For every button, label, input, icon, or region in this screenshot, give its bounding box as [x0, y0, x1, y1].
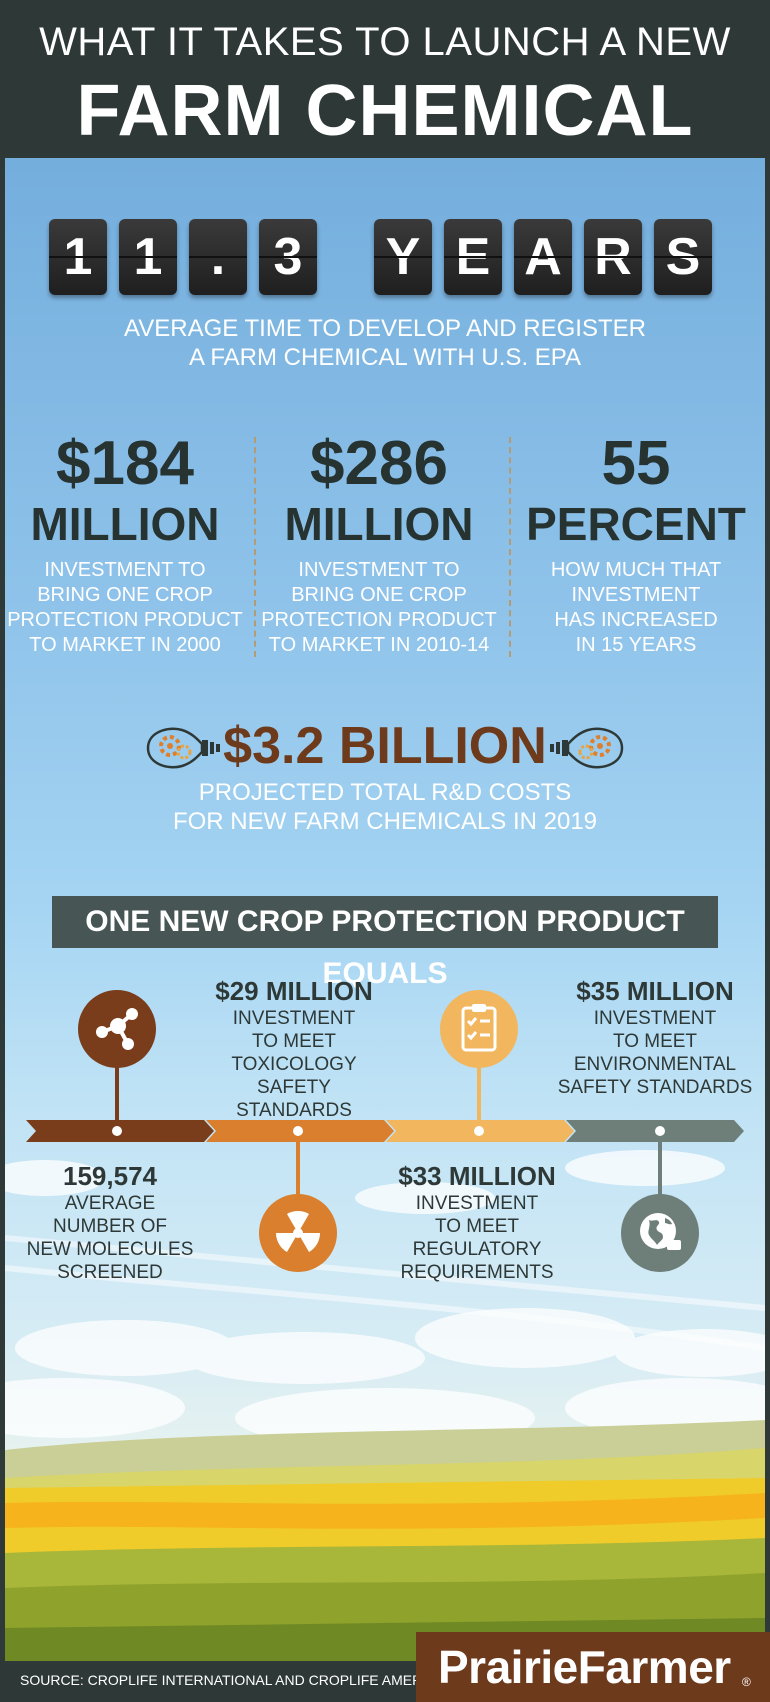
- divider: [509, 437, 511, 657]
- lightbulb-gear-icon: [550, 727, 624, 769]
- stat-percent: 55 PERCENT HOW MUCH THAT INVESTMENT HAS IN…: [511, 432, 761, 658]
- header-title: FARM CHEMICAL: [76, 71, 694, 151]
- timeline-label-regulatory: $33 MILLION INVESTMENT TO MEET REGULATORY R…: [398, 1161, 556, 1283]
- counter-tile: 1: [119, 219, 177, 295]
- registered-mark: ®: [742, 1675, 751, 1689]
- footer-source-bar: [0, 1661, 416, 1702]
- counter-tile: R: [584, 219, 642, 295]
- timeline-stem: [296, 1137, 300, 1237]
- source-text: SOURCE: CROPLIFE INTERNATIONAL AND CROPL…: [20, 1672, 446, 1688]
- clipboard-icon: [440, 990, 518, 1068]
- timeline-bar: [26, 1120, 744, 1142]
- stat-description: INVESTMENT TO BRING ONE CROP PROTECTION PR…: [261, 559, 497, 656]
- prairie-farmer-logo: PrairieFarmer: [438, 1641, 731, 1693]
- rnd-amount: $3.2 BILLION: [223, 717, 547, 775]
- rnd-caption: PROJECTED TOTAL R&D COSTS FOR NEW FARM C…: [172, 779, 598, 835]
- section-banner: ONE NEW CROP PROTECTION PRODUCT EQUALS: [52, 896, 718, 990]
- radiation-icon: [259, 1194, 337, 1272]
- header-subtitle: WHAT IT TAKES TO LAUNCH A NEW: [39, 20, 731, 64]
- logo-box: [416, 1632, 770, 1702]
- years-counter: 1 1 . 3 Y E A R S: [0, 219, 770, 299]
- stat-description: HOW MUCH THAT INVESTMENT HAS INCREASED IN 1…: [550, 559, 722, 656]
- counter-tile: E: [444, 219, 502, 295]
- counter-tile: Y: [374, 219, 432, 295]
- timeline-stem: [115, 1061, 119, 1125]
- timeline-dot: [293, 1126, 303, 1136]
- counter-tile: 3: [259, 219, 317, 295]
- header: WHAT IT TAKES TO LAUNCH A NEW FARM CHEMI…: [0, 0, 770, 158]
- timeline-dot: [474, 1126, 484, 1136]
- timeline-label-molecules: 159,574 AVERAGE NUMBER OF NEW MOLECULES SCR…: [26, 1161, 194, 1283]
- timeline-stem: [477, 1061, 481, 1125]
- counter-tile: S: [654, 219, 712, 295]
- globe-icon: [621, 1194, 699, 1272]
- timeline-stem: [658, 1137, 662, 1237]
- timeline-label-environmental: $35 MILLION INVESTMENT TO MEET ENVIRONMENT…: [557, 976, 753, 1098]
- molecule-icon: [78, 990, 156, 1068]
- stat-2000: $184 MILLION INVESTMENT TO BRING ONE CROP…: [0, 432, 250, 658]
- divider: [254, 437, 256, 657]
- stat-description: INVESTMENT TO BRING ONE CROP PROTECTION PR…: [7, 559, 243, 656]
- timeline-label-toxicology: $29 MILLION INVESTMENT TO MEET TOXICOLOGY …: [215, 976, 373, 1121]
- counter-tile: 1: [49, 219, 107, 295]
- timeline-dot: [112, 1126, 122, 1136]
- lightbulb-gear-icon: [146, 727, 220, 769]
- landscape-art: [5, 1150, 765, 1668]
- timeline-dot: [655, 1126, 665, 1136]
- counter-tile: .: [189, 219, 247, 295]
- counter-tile: A: [514, 219, 572, 295]
- counter-caption: AVERAGE TIME TO DEVELOP AND REGISTER A F…: [124, 315, 646, 371]
- stat-2010-14: $286 MILLION INVESTMENT TO BRING ONE CROP…: [254, 432, 504, 658]
